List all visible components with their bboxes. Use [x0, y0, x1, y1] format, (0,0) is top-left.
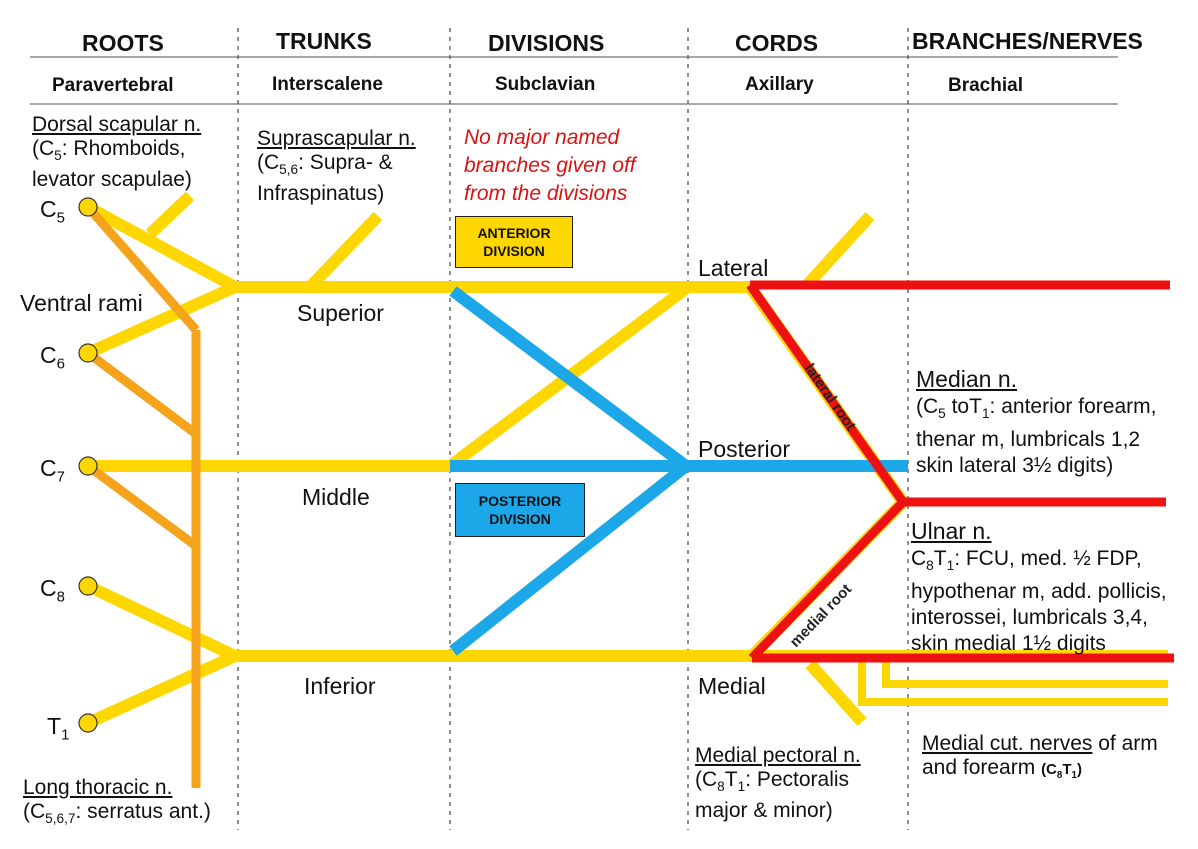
header-branches: BRANCHES/NERVES — [912, 28, 1143, 54]
root-label-c8: C8 — [40, 575, 65, 606]
ventral-rami-label: Ventral rami — [20, 290, 143, 316]
trunk-superior: Superior — [297, 300, 384, 326]
region-subclavian: Subclavian — [495, 74, 596, 95]
red-nerves — [746, 280, 1174, 663]
root-label-c7: C7 — [40, 455, 65, 486]
root-label-c5: C5 — [40, 196, 65, 227]
dorsal-scapular-label: Dorsal scapular n. (C5: Rhomboids, levat… — [32, 113, 202, 192]
orange-nerves — [84, 204, 201, 788]
long-thoracic-label: Long thoracic n. (C5,6,7: serratus ant.) — [23, 776, 211, 827]
medial-cutaneous-label: Medial cut. nerves of arm and forearm (C… — [922, 732, 1158, 781]
cord-posterior: Posterior — [698, 436, 791, 462]
header-trunks: TRUNKS — [276, 28, 372, 54]
region-paravertebral: Paravertebral — [52, 75, 174, 96]
trunk-middle: Middle — [302, 484, 370, 510]
header-roots: ROOTS — [82, 30, 164, 56]
posterior-division-box: POSTERIOR DIVISION — [455, 483, 585, 537]
column-dividers — [237, 28, 909, 830]
root-label-c6: C6 — [40, 342, 65, 373]
medial-pectoral-label: Medial pectoral n. (C8T1: Pectoralis maj… — [695, 744, 861, 823]
header-cords: CORDS — [735, 30, 819, 56]
median-nerve-label: Median n. (C5 toT1: anterior forearm, th… — [916, 366, 1157, 478]
blue-nerves — [449, 286, 908, 656]
lateral-root-label: lateral root — [801, 361, 859, 434]
medial-cutaneous-lines — [858, 662, 1168, 706]
ulnar-nerve-label: Ulnar n. C8T1: FCU, med. ½ FDP, hypothen… — [911, 518, 1167, 656]
anterior-division-box: ANTERIOR DIVISION — [455, 216, 573, 268]
cord-lateral: Lateral — [698, 255, 769, 281]
region-axillary: Axillary — [745, 74, 814, 95]
suprascapular-label: Suprascapular n. (C5,6: Supra- & Infrasp… — [257, 127, 416, 206]
header-divisions: DIVISIONS — [488, 30, 605, 56]
region-interscalene: Interscalene — [272, 74, 383, 95]
cord-medial: Medial — [698, 673, 766, 699]
root-nodes — [78, 197, 98, 733]
trunk-inferior: Inferior — [304, 673, 376, 699]
root-label-t1: T1 — [47, 713, 70, 744]
divisions-note: No major named branches given off from t… — [464, 126, 636, 205]
region-brachial: Brachial — [948, 75, 1023, 96]
